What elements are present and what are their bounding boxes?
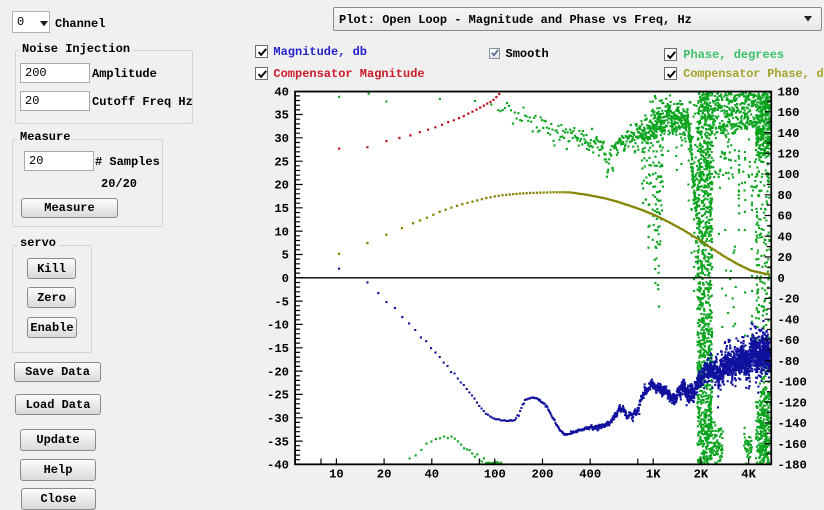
svg-text:-40: -40 bbox=[778, 313, 800, 327]
svg-text:5: 5 bbox=[282, 249, 289, 263]
svg-text:-30: -30 bbox=[267, 412, 289, 426]
svg-text:-160: -160 bbox=[778, 438, 807, 452]
svg-text:40: 40 bbox=[424, 468, 439, 482]
svg-text:-100: -100 bbox=[778, 376, 807, 390]
svg-text:-120: -120 bbox=[778, 396, 807, 410]
svg-text:-25: -25 bbox=[267, 389, 289, 403]
svg-text:25: 25 bbox=[274, 155, 289, 169]
svg-text:-20: -20 bbox=[778, 293, 800, 307]
svg-text:10: 10 bbox=[274, 225, 289, 239]
svg-text:200: 200 bbox=[532, 468, 554, 482]
svg-text:20: 20 bbox=[274, 179, 289, 193]
svg-text:4K: 4K bbox=[741, 468, 756, 482]
svg-text:-40: -40 bbox=[267, 459, 289, 473]
svg-text:-10: -10 bbox=[267, 319, 289, 333]
svg-text:15: 15 bbox=[274, 202, 289, 216]
svg-text:40: 40 bbox=[274, 85, 289, 99]
svg-text:-60: -60 bbox=[778, 334, 800, 348]
svg-text:2K: 2K bbox=[694, 468, 709, 482]
svg-text:-20: -20 bbox=[267, 365, 289, 379]
svg-text:-140: -140 bbox=[778, 417, 807, 431]
svg-text:-5: -5 bbox=[274, 295, 289, 309]
svg-text:140: 140 bbox=[778, 127, 800, 141]
svg-text:0: 0 bbox=[778, 272, 785, 286]
svg-text:35: 35 bbox=[274, 109, 289, 123]
svg-text:80: 80 bbox=[778, 189, 793, 203]
svg-text:100: 100 bbox=[484, 468, 506, 482]
svg-text:-180: -180 bbox=[778, 459, 807, 473]
svg-text:100: 100 bbox=[778, 168, 800, 182]
svg-text:-35: -35 bbox=[267, 435, 289, 449]
svg-text:30: 30 bbox=[274, 132, 289, 146]
svg-text:20: 20 bbox=[377, 468, 392, 482]
svg-text:120: 120 bbox=[778, 148, 800, 162]
svg-text:10: 10 bbox=[329, 468, 344, 482]
svg-text:400: 400 bbox=[579, 468, 601, 482]
svg-text:1K: 1K bbox=[646, 468, 661, 482]
svg-text:20: 20 bbox=[778, 251, 793, 265]
svg-text:160: 160 bbox=[778, 106, 800, 120]
svg-text:-80: -80 bbox=[778, 355, 800, 369]
svg-text:0: 0 bbox=[282, 272, 289, 286]
svg-text:180: 180 bbox=[778, 85, 800, 99]
svg-text:-15: -15 bbox=[267, 342, 289, 356]
svg-text:40: 40 bbox=[778, 230, 793, 244]
svg-text:60: 60 bbox=[778, 210, 793, 224]
